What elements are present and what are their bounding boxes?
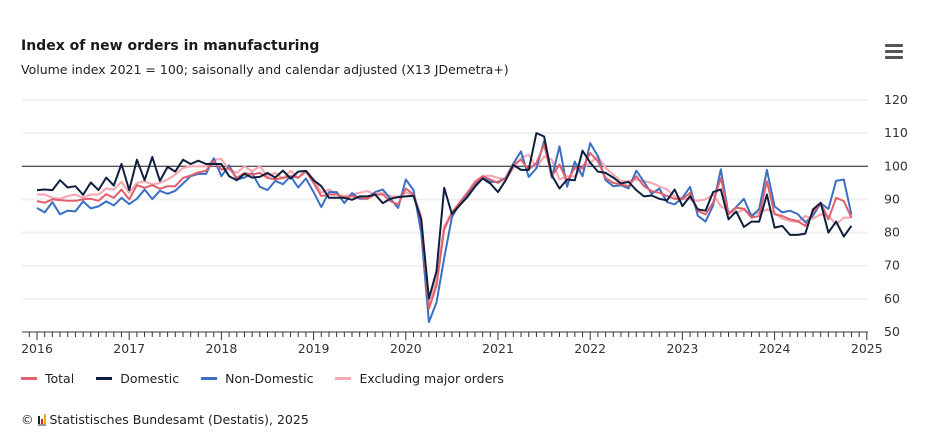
series-line-excluding-major-orders	[37, 153, 852, 307]
x-tick-label: 2023	[666, 341, 698, 356]
x-tick-label: 2021	[482, 341, 514, 356]
legend-swatch	[21, 377, 37, 380]
x-tick-label: 2022	[574, 341, 606, 356]
legend-item-total[interactable]: Total	[21, 371, 74, 386]
y-tick-label: 60	[884, 291, 900, 306]
legend-label: Total	[45, 371, 75, 386]
x-tick-label: 2024	[759, 341, 791, 356]
copyright-symbol: ©	[21, 412, 34, 427]
y-tick-label: 100	[884, 158, 908, 173]
x-tick-label: 2020	[390, 341, 422, 356]
credit-text: Statistisches Bundesamt (Destatis), 2025	[49, 412, 309, 427]
series-line-total	[36, 143, 853, 310]
legend-label: Excluding major orders	[359, 371, 504, 386]
x-tick-label: 2017	[113, 341, 145, 356]
credit-line: © Statistisches Bundesamt (Destatis), 20…	[21, 412, 309, 427]
legend-swatch	[335, 377, 352, 380]
legend-swatch	[201, 377, 218, 380]
series-line-domestic	[36, 132, 853, 300]
x-tick-label: 2025	[851, 341, 883, 356]
y-tick-label: 50	[884, 324, 900, 339]
hamburger-menu-icon[interactable]	[885, 44, 903, 60]
legend-label: Domestic	[120, 371, 180, 386]
y-tick-label: 110	[884, 125, 908, 140]
legend-label: Non-Domestic	[225, 371, 314, 386]
x-tick-label: 2016	[21, 341, 53, 356]
legend-item-non-domestic[interactable]: Non-Domestic	[201, 371, 313, 386]
x-tick-label: 2018	[205, 341, 237, 356]
chart-subtitle: Volume index 2021 = 100; saisonally and …	[21, 62, 509, 77]
y-tick-label: 80	[884, 225, 900, 240]
y-tick-label: 120	[884, 92, 908, 107]
chart-title: Index of new orders in manufacturing	[21, 38, 320, 54]
legend-item-excluding-major-orders[interactable]: Excluding major orders	[335, 371, 504, 386]
y-tick-label: 90	[884, 191, 900, 206]
line-chart: 50 60 70 80 90 100 110 120 2016 2017 2018 2019 2020 2…	[21, 92, 908, 356]
x-tick-label: 2019	[298, 341, 330, 356]
destatis-logo-icon	[37, 413, 46, 426]
legend-item-domestic[interactable]: Domestic	[96, 371, 179, 386]
legend-swatch	[96, 377, 113, 380]
legend: Total Domestic Non-Domestic Excluding ma…	[21, 371, 504, 386]
y-tick-label: 70	[884, 258, 900, 273]
